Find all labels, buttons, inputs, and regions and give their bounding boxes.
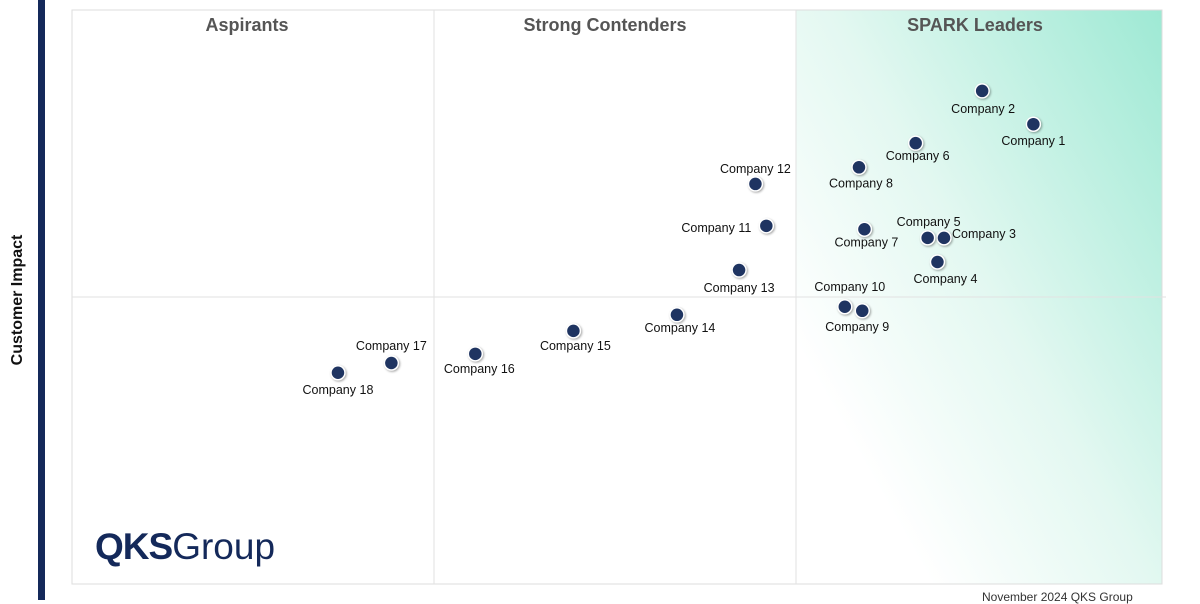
- data-point: [1025, 116, 1042, 132]
- point-label: Company 10: [814, 280, 885, 294]
- data-point: [330, 365, 346, 381]
- point-label: Company 15: [540, 339, 611, 353]
- point-label: Company 17: [356, 339, 427, 353]
- point-label: Company 1: [1001, 134, 1065, 148]
- data-point: [919, 230, 936, 246]
- data-point: [929, 254, 946, 270]
- quadrant-label-aspirants: Aspirants: [205, 15, 288, 35]
- point-label: Company 11: [681, 221, 751, 235]
- data-point: [856, 221, 873, 238]
- data-point: [467, 346, 484, 362]
- data-point: [669, 307, 685, 323]
- point-label: Company 5: [897, 215, 961, 229]
- point-label: Company 13: [704, 281, 775, 295]
- point-label: Company 7: [834, 235, 898, 249]
- point-label: Company 14: [645, 321, 716, 335]
- left-accent-bar: [38, 0, 45, 600]
- data-point: [974, 83, 990, 99]
- data-point: [565, 323, 582, 339]
- point-label: Company 16: [444, 362, 515, 376]
- data-point: [851, 159, 867, 176]
- data-point: [731, 262, 747, 278]
- data-point: [907, 135, 924, 151]
- data-point: [758, 218, 775, 234]
- footer-credit: November 2024 QKS Group: [982, 590, 1133, 604]
- point-label: Company 2: [951, 102, 1015, 116]
- point-label: Company 6: [886, 149, 950, 163]
- data-point: [747, 176, 764, 192]
- point-label: Company 4: [913, 272, 977, 286]
- data-point: [837, 299, 853, 315]
- quadrant-label-spark-leaders: SPARK Leaders: [907, 15, 1043, 35]
- qks-group-logo: QKSGroup: [95, 526, 276, 567]
- data-point: [854, 303, 870, 319]
- point-label: Company 8: [829, 176, 893, 190]
- point-label: Company 9: [825, 320, 889, 334]
- data-point: [383, 355, 400, 371]
- point-label: Company 3: [952, 227, 1016, 241]
- quadrant-label-strong-contenders: Strong Contenders: [523, 15, 686, 35]
- point-label: Company 18: [303, 383, 374, 397]
- data-point: [936, 230, 952, 246]
- point-label: Company 12: [720, 162, 791, 176]
